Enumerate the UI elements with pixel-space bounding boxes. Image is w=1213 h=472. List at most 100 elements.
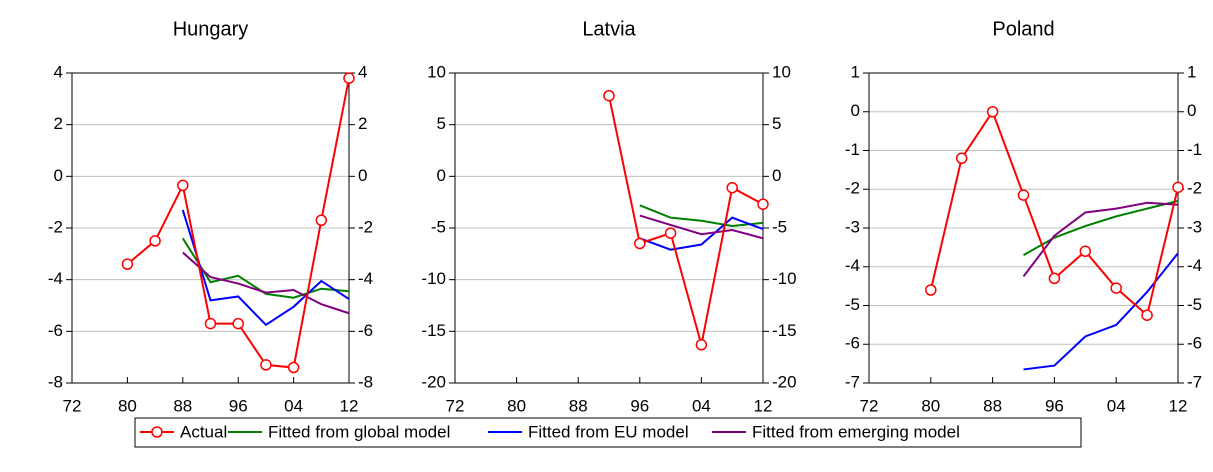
y2-tick-label: -10 bbox=[772, 269, 797, 288]
y-tick-label: 1 bbox=[851, 62, 860, 81]
x-tick-label: 80 bbox=[507, 396, 526, 415]
series-marker bbox=[121, 258, 134, 270]
y-tick-label: -6 bbox=[48, 321, 63, 340]
series-line bbox=[929, 109, 1179, 318]
series-line bbox=[181, 237, 350, 299]
series-marker bbox=[757, 198, 769, 210]
y-tick-label: -5 bbox=[845, 295, 860, 314]
series-line bbox=[182, 251, 350, 315]
y2-tick-label: -7 bbox=[1187, 372, 1202, 391]
y2-tick-label: 2 bbox=[358, 114, 367, 133]
y2-tick-label: -4 bbox=[358, 269, 373, 288]
series-marker bbox=[149, 235, 161, 247]
x-tick-label: 04 bbox=[692, 396, 711, 415]
x-tick-label: 04 bbox=[1107, 396, 1126, 415]
legend-marker bbox=[151, 426, 163, 438]
y2-tick-label: 4 bbox=[358, 62, 367, 81]
series-line bbox=[639, 214, 764, 240]
x-tick-label: 12 bbox=[340, 396, 359, 415]
y-tick-label: 2 bbox=[54, 114, 63, 133]
y-tick-label: -1 bbox=[845, 140, 860, 159]
legend-label: Fitted from emerging model bbox=[752, 422, 960, 441]
x-tick-label: 72 bbox=[446, 396, 465, 415]
legend-label: Fitted from global model bbox=[268, 422, 450, 441]
x-tick-label: 04 bbox=[284, 396, 303, 415]
y2-tick-label: -15 bbox=[772, 321, 797, 340]
y2-tick-label: -2 bbox=[1187, 179, 1202, 198]
x-tick-label: 88 bbox=[983, 396, 1002, 415]
y2-tick-label: -5 bbox=[1187, 295, 1202, 314]
plot-frame bbox=[71, 72, 350, 384]
series-line bbox=[1022, 201, 1179, 278]
series-line bbox=[1023, 199, 1179, 256]
y-tick-label: -5 bbox=[431, 217, 446, 236]
series-marker bbox=[1048, 272, 1061, 285]
series-marker bbox=[664, 227, 677, 239]
y2-tick-label: 5 bbox=[772, 114, 781, 133]
series-marker bbox=[1079, 245, 1092, 257]
series-line bbox=[608, 95, 764, 346]
x-tick-label: 96 bbox=[630, 396, 649, 415]
series-marker bbox=[603, 89, 615, 102]
y2-tick-label: 1 bbox=[1187, 62, 1196, 81]
y2-tick-label: 0 bbox=[772, 166, 781, 185]
y2-tick-label: -6 bbox=[1187, 334, 1202, 353]
y2-tick-label: 0 bbox=[358, 166, 367, 185]
x-tick-label: 96 bbox=[1045, 396, 1064, 415]
y2-tick-label: -20 bbox=[772, 372, 797, 391]
series-marker bbox=[1017, 189, 1030, 201]
legend-label: Actual bbox=[180, 422, 227, 441]
series-marker bbox=[726, 181, 738, 194]
series-marker bbox=[925, 284, 937, 296]
y-tick-label: -3 bbox=[845, 217, 860, 236]
x-tick-label: 96 bbox=[229, 396, 248, 415]
y-tick-label: -10 bbox=[421, 269, 446, 288]
series-marker bbox=[1110, 282, 1122, 294]
y2-tick-label: -6 bbox=[358, 321, 373, 340]
series-marker bbox=[260, 359, 272, 371]
series-marker bbox=[955, 152, 968, 164]
x-tick-label: 12 bbox=[1169, 396, 1188, 415]
series-marker bbox=[232, 317, 244, 330]
y-tick-label: -4 bbox=[48, 269, 63, 288]
y-tick-label: -20 bbox=[421, 372, 446, 391]
series-line bbox=[181, 209, 350, 327]
y-tick-label: 0 bbox=[851, 101, 860, 120]
series-marker bbox=[695, 339, 708, 351]
y2-tick-label: -2 bbox=[358, 217, 373, 236]
y-tick-label: 4 bbox=[54, 62, 63, 81]
series-marker bbox=[634, 237, 646, 250]
series-marker bbox=[315, 214, 328, 226]
series-marker bbox=[1172, 181, 1184, 194]
series-marker bbox=[343, 72, 355, 84]
panel-title: Hungary bbox=[173, 18, 249, 40]
x-tick-label: 80 bbox=[118, 396, 137, 415]
y-tick-label: -8 bbox=[48, 372, 63, 391]
y-tick-label: 10 bbox=[427, 62, 446, 81]
series-marker bbox=[1141, 309, 1153, 321]
x-tick-label: 72 bbox=[63, 396, 82, 415]
y2-tick-label: -8 bbox=[358, 372, 373, 391]
panel-title: Latvia bbox=[582, 18, 636, 40]
y-tick-label: 0 bbox=[437, 166, 446, 185]
y-tick-label: 5 bbox=[437, 114, 446, 133]
series-line bbox=[639, 216, 764, 251]
y-tick-label: -4 bbox=[845, 256, 860, 275]
y2-tick-label: -3 bbox=[1187, 217, 1202, 236]
y-tick-label: 0 bbox=[54, 166, 63, 185]
y2-tick-label: -4 bbox=[1187, 256, 1202, 275]
y-tick-label: -15 bbox=[421, 321, 446, 340]
y2-tick-label: 0 bbox=[1187, 101, 1196, 120]
y-tick-label: -6 bbox=[845, 334, 860, 353]
series-line bbox=[639, 204, 764, 227]
series-marker bbox=[287, 361, 300, 374]
plot-frame bbox=[868, 72, 1179, 384]
series-marker bbox=[177, 179, 189, 192]
y2-tick-label: -1 bbox=[1187, 140, 1202, 159]
panel-title: Poland bbox=[992, 18, 1054, 40]
legend-box bbox=[134, 417, 1082, 448]
series-marker bbox=[204, 317, 217, 330]
y2-tick-label: -5 bbox=[772, 217, 787, 236]
x-tick-label: 88 bbox=[569, 396, 588, 415]
